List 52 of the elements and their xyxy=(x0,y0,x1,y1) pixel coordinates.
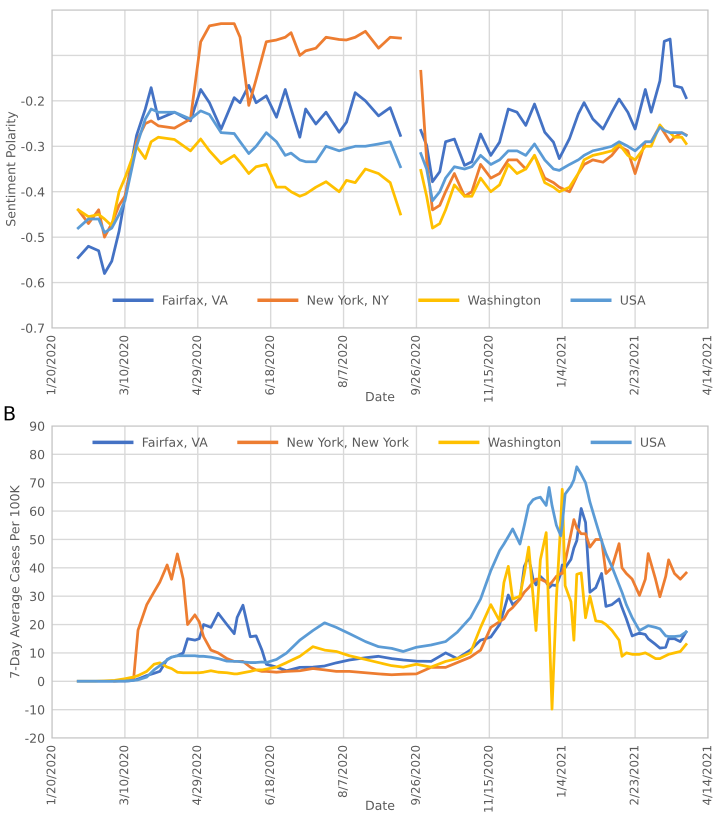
y-tick-label: 70 xyxy=(30,478,44,488)
y-tick-label: -0.6 xyxy=(21,278,44,288)
x-tick-label: 3/10/2020 xyxy=(119,746,130,805)
x-tick-label: 9/26/2020 xyxy=(410,746,421,805)
y-axis-title: Sentiment Polarity xyxy=(6,112,18,226)
x-tick-label: 8/7/2020 xyxy=(338,336,348,388)
y-tick-label: 60 xyxy=(30,506,44,516)
legend-label: Washington xyxy=(488,437,560,450)
x-tick-label: 11/15/2020 xyxy=(484,746,494,812)
x-tick-label: 6/18/2020 xyxy=(265,336,276,395)
x-axis-title: Date xyxy=(366,392,394,402)
y-tick-label: 40 xyxy=(30,563,44,573)
y-tick-label: 50 xyxy=(30,534,44,544)
y-tick-label: 90 xyxy=(30,421,44,431)
y-tick-label: 20 xyxy=(30,620,44,630)
x-tick-label: 4/14/2021 xyxy=(702,336,712,395)
x-tick-label: 11/15/2020 xyxy=(484,336,494,402)
x-tick-label: 1/4/2021 xyxy=(556,746,567,797)
legend-label: Fairfax, VA xyxy=(142,437,208,448)
y-tick-label: 10 xyxy=(30,648,44,658)
legend-label: USA xyxy=(640,437,666,447)
y-tick-label: -0.2 xyxy=(21,96,44,106)
x-tick-label: 2/23/2021 xyxy=(630,746,640,805)
y-tick-label: -0.7 xyxy=(21,323,44,333)
x-tick-label: 1/4/2021 xyxy=(556,336,567,387)
y-axis-title: 7-Day Average Cases Per 100K xyxy=(10,485,22,678)
y-tick-label: -0.5 xyxy=(21,232,44,242)
x-tick-label: 1/20/2020 xyxy=(46,336,56,394)
x-axis-title: Date xyxy=(366,800,394,810)
y-tick-label: 80 xyxy=(30,450,44,460)
text: B xyxy=(4,406,15,420)
legend-label: USA xyxy=(620,295,646,305)
y-tick-label: 30 xyxy=(30,592,44,602)
x-tick-label: 4/29/2020 xyxy=(192,336,202,395)
y-tick-label: -10 xyxy=(25,705,44,715)
y-tick-label: -20 xyxy=(25,733,44,743)
y-tick-label: -0.3 xyxy=(21,142,44,152)
x-tick-label: 1/20/2020 xyxy=(46,746,56,804)
x-tick-label: 9/26/2020 xyxy=(410,336,421,395)
line-series xyxy=(76,465,688,683)
x-tick-label: 4/29/2020 xyxy=(192,746,202,805)
legend-label: Washington xyxy=(468,295,540,308)
legend-label: New York, New York xyxy=(288,437,409,448)
x-tick-label: 4/14/2021 xyxy=(702,746,712,805)
x-tick-label: 6/18/2020 xyxy=(265,746,276,805)
x-tick-label: 3/10/2020 xyxy=(119,336,130,395)
y-tick-label: -0.4 xyxy=(21,187,44,197)
legend-label: New York, NY xyxy=(308,295,389,306)
x-tick-label: 2/23/2021 xyxy=(630,336,640,395)
legend-label: Fairfax, VA xyxy=(163,295,228,306)
y-tick-label: 0 xyxy=(38,676,44,686)
x-tick-label: 8/7/2020 xyxy=(338,746,348,798)
